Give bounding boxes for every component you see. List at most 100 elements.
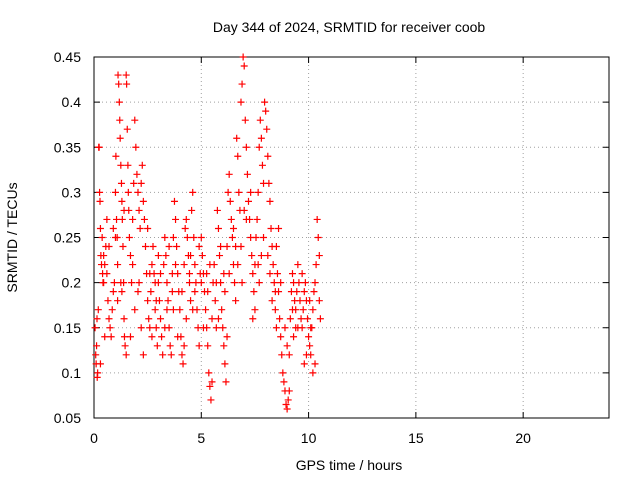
data-point bbox=[131, 116, 139, 124]
data-point bbox=[124, 161, 132, 169]
data-point bbox=[151, 306, 159, 314]
data-point bbox=[137, 179, 145, 187]
y-tick-label: 0.25 bbox=[54, 230, 81, 246]
data-point bbox=[284, 396, 292, 404]
data-point bbox=[307, 324, 315, 332]
data-point bbox=[250, 288, 258, 296]
data-point bbox=[129, 215, 137, 223]
data-point bbox=[241, 116, 249, 124]
data-point bbox=[134, 188, 142, 196]
data-point bbox=[107, 333, 115, 341]
data-point bbox=[122, 71, 130, 79]
data-point bbox=[148, 333, 156, 341]
data-point bbox=[174, 333, 182, 341]
data-point bbox=[189, 188, 197, 196]
data-point bbox=[251, 306, 259, 314]
data-point bbox=[272, 243, 280, 251]
data-point bbox=[182, 315, 190, 323]
data-point bbox=[93, 342, 101, 350]
data-point bbox=[190, 234, 198, 241]
data-point bbox=[271, 306, 279, 314]
data-point bbox=[222, 378, 230, 386]
data-point bbox=[179, 360, 187, 368]
data-point bbox=[153, 342, 161, 350]
data-point bbox=[258, 161, 266, 169]
data-point bbox=[142, 243, 149, 251]
data-point bbox=[149, 243, 157, 251]
data-point bbox=[146, 324, 154, 332]
data-point bbox=[159, 351, 167, 359]
data-point bbox=[304, 315, 312, 323]
data-point bbox=[234, 261, 242, 269]
x-tick-label: 20 bbox=[515, 430, 531, 446]
data-point bbox=[271, 288, 279, 296]
data-point bbox=[180, 342, 188, 350]
data-point bbox=[111, 234, 119, 241]
data-point bbox=[240, 206, 248, 214]
data-point bbox=[189, 306, 197, 314]
data-point bbox=[261, 98, 269, 106]
data-point bbox=[208, 315, 216, 323]
data-point bbox=[109, 224, 117, 232]
data-point bbox=[249, 315, 257, 323]
data-point bbox=[94, 369, 102, 377]
data-point bbox=[252, 234, 260, 241]
data-point bbox=[266, 270, 274, 278]
data-point bbox=[233, 134, 241, 142]
data-point bbox=[152, 324, 160, 332]
data-point bbox=[225, 170, 233, 178]
data-point bbox=[294, 261, 302, 269]
data-point bbox=[223, 243, 231, 251]
data-point bbox=[137, 324, 145, 332]
data-point bbox=[191, 288, 199, 296]
data-point bbox=[314, 234, 322, 241]
data-point bbox=[301, 279, 309, 287]
data-point bbox=[158, 333, 166, 341]
data-point bbox=[139, 197, 147, 205]
y-tick-label: 0.3 bbox=[62, 184, 82, 200]
data-point bbox=[126, 333, 134, 341]
data-point bbox=[100, 279, 108, 287]
data-point bbox=[212, 324, 220, 332]
data-point bbox=[288, 306, 296, 314]
data-point bbox=[130, 179, 138, 187]
data-point bbox=[125, 234, 133, 241]
data-point bbox=[221, 288, 229, 296]
data-point bbox=[163, 306, 171, 314]
data-point bbox=[120, 333, 128, 341]
data-point bbox=[165, 243, 173, 251]
data-point bbox=[260, 234, 268, 241]
data-point bbox=[117, 279, 125, 287]
data-point bbox=[293, 288, 301, 296]
data-point bbox=[300, 288, 308, 296]
data-point bbox=[315, 252, 323, 260]
data-point bbox=[131, 306, 139, 314]
data-point bbox=[98, 234, 106, 241]
data-point bbox=[267, 224, 275, 232]
data-point bbox=[108, 306, 116, 314]
data-point bbox=[242, 215, 250, 223]
data-point bbox=[111, 188, 119, 196]
data-point bbox=[270, 279, 278, 287]
data-point bbox=[240, 62, 248, 70]
data-point bbox=[235, 188, 243, 196]
data-point bbox=[280, 378, 288, 386]
data-point bbox=[115, 98, 123, 106]
axis-ticks: 0 5 10 15 20 0.05 0.1 0.15 0.2 0.25 0.3 0.35 0.4 0.45 bbox=[54, 49, 609, 446]
data-point bbox=[105, 315, 113, 323]
chart-title: Day 344 of 2024, SRMTID for receiver coo… bbox=[213, 19, 486, 35]
data-point bbox=[162, 252, 170, 260]
data-point bbox=[207, 396, 215, 404]
data-point bbox=[203, 270, 211, 278]
data-point bbox=[292, 324, 300, 332]
data-point bbox=[231, 279, 239, 287]
data-point bbox=[306, 297, 314, 305]
data-point bbox=[298, 270, 306, 278]
data-point bbox=[96, 197, 104, 205]
data-point bbox=[138, 161, 146, 169]
data-point bbox=[262, 107, 270, 115]
data-point bbox=[228, 234, 236, 241]
x-tick-label: 15 bbox=[408, 430, 424, 446]
data-point bbox=[198, 252, 206, 260]
data-point bbox=[306, 342, 314, 350]
